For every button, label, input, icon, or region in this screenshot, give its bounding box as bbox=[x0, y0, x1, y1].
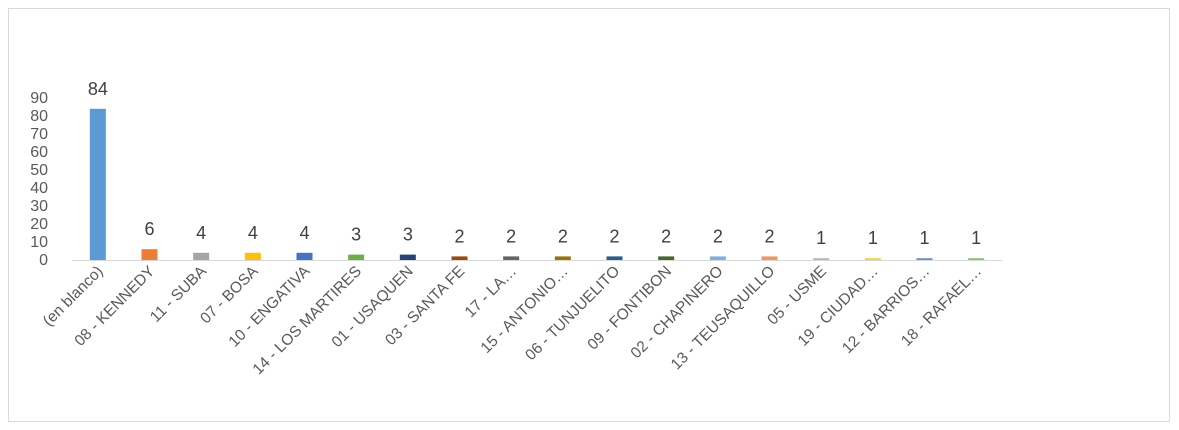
y-tick-label: 30 bbox=[30, 198, 48, 215]
data-label: 3 bbox=[351, 225, 361, 245]
data-label: 2 bbox=[609, 226, 619, 246]
data-label: 84 bbox=[88, 79, 108, 99]
bar bbox=[606, 256, 623, 260]
x-tick-label: 02 - CHAPINERO bbox=[628, 263, 727, 362]
y-tick-label: 50 bbox=[30, 162, 48, 179]
data-label: 4 bbox=[299, 223, 309, 243]
data-label: 2 bbox=[558, 226, 568, 246]
x-tick-label: 06 - TUNJUELITO bbox=[522, 263, 623, 364]
data-label: 2 bbox=[454, 226, 464, 246]
bar bbox=[244, 252, 261, 260]
data-label: 2 bbox=[506, 226, 516, 246]
data-label: 1 bbox=[919, 228, 929, 248]
bar bbox=[503, 256, 520, 260]
x-tick-label: 13 - TEUSAQUILLO bbox=[668, 263, 778, 373]
data-label: 1 bbox=[868, 228, 878, 248]
y-tick-label: 20 bbox=[30, 216, 48, 233]
data-label: 4 bbox=[248, 223, 258, 243]
bar bbox=[658, 256, 675, 260]
data-label: 4 bbox=[196, 223, 206, 243]
bar bbox=[451, 256, 468, 260]
bars bbox=[89, 108, 985, 260]
bar bbox=[348, 254, 365, 260]
bar bbox=[916, 258, 933, 260]
bar bbox=[399, 254, 416, 260]
bar bbox=[141, 249, 158, 260]
bar bbox=[296, 252, 313, 260]
y-tick-label: 40 bbox=[30, 180, 48, 197]
data-label: 6 bbox=[144, 219, 154, 239]
bar bbox=[761, 256, 778, 260]
bar bbox=[89, 108, 106, 260]
y-tick-label: 80 bbox=[30, 108, 48, 125]
bar bbox=[554, 256, 571, 260]
data-label: 2 bbox=[661, 226, 671, 246]
bar bbox=[709, 256, 726, 260]
bar bbox=[864, 258, 881, 260]
data-label: 3 bbox=[403, 225, 413, 245]
data-label: 2 bbox=[713, 226, 723, 246]
chart-frame bbox=[8, 8, 1170, 422]
y-tick-label: 60 bbox=[30, 144, 48, 161]
x-tick-label: 15 - ANTONIO… bbox=[478, 263, 572, 357]
data-label: 1 bbox=[816, 228, 826, 248]
bar bbox=[813, 258, 830, 260]
y-tick-label: 90 bbox=[30, 90, 48, 107]
data-labels: 84 6 4 4 4 3 3 2 2 2 2 2 2 2 1 1 1 1 bbox=[88, 79, 981, 248]
data-label: 2 bbox=[764, 226, 774, 246]
y-tick-label: 70 bbox=[30, 126, 48, 143]
bar bbox=[193, 252, 210, 260]
data-label: 1 bbox=[971, 228, 981, 248]
bar bbox=[968, 258, 985, 260]
x-tick-label: 12 - BARRIOS… bbox=[839, 263, 933, 357]
y-tick-label: 0 bbox=[39, 252, 48, 269]
y-tick-label: 10 bbox=[30, 234, 48, 251]
